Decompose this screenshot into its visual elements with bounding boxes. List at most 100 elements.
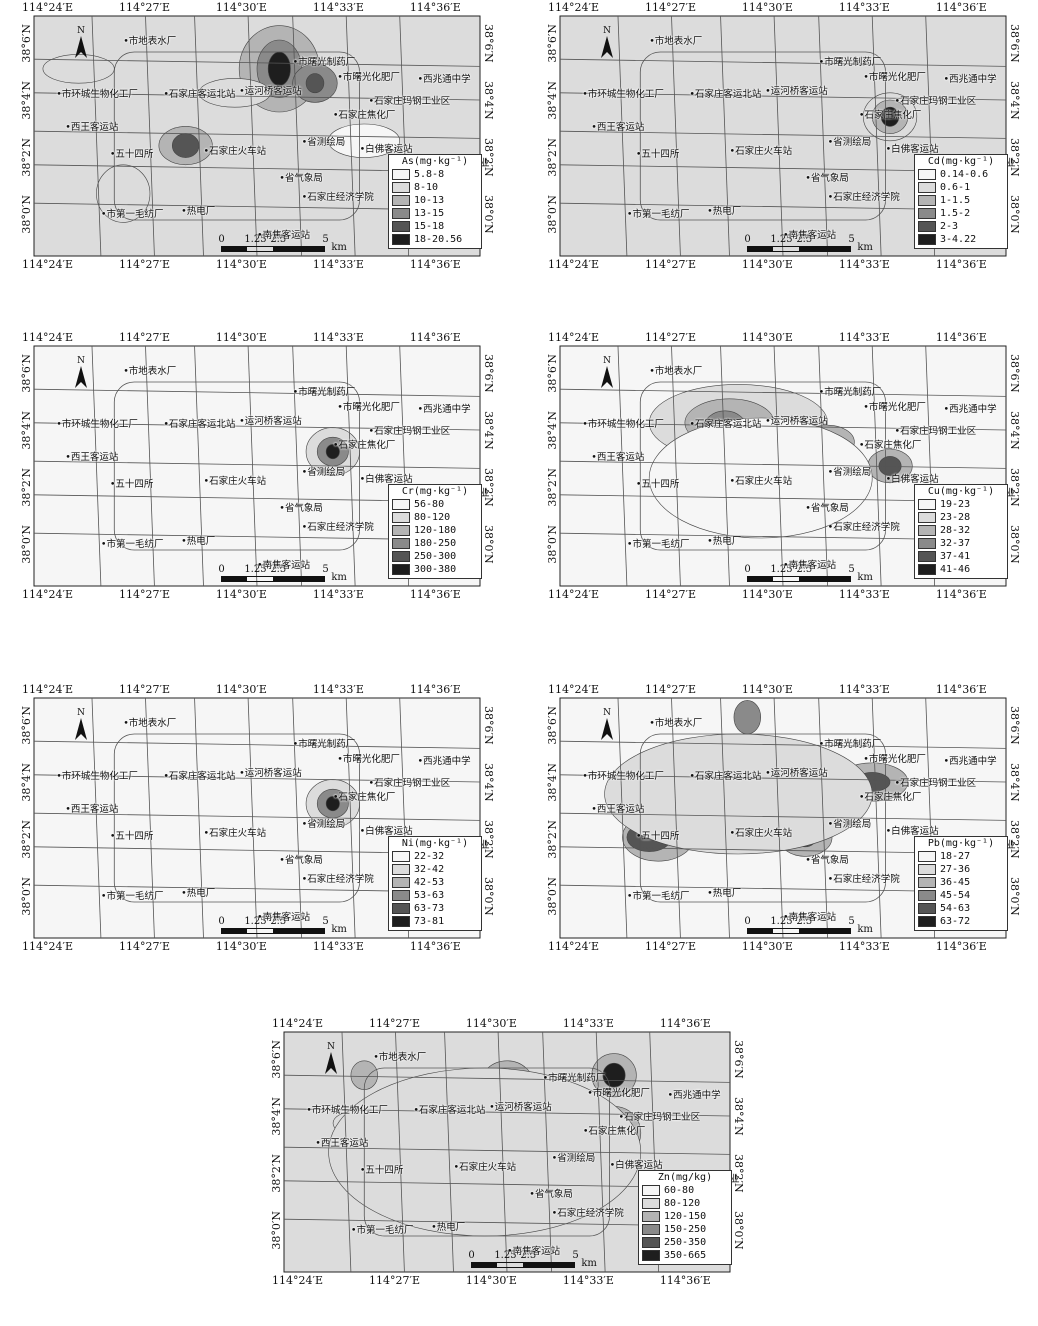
place-label: •南焦客运站 bbox=[257, 912, 311, 924]
longitude-label: 114°24′E bbox=[548, 1, 600, 14]
latitude-label: 38°4′N bbox=[20, 763, 33, 802]
place-label: •白佛客运站 bbox=[359, 143, 413, 155]
latitude-label: 38°0′N bbox=[1008, 877, 1021, 917]
place-label: •石家庄客运北站 bbox=[163, 770, 236, 782]
place-label: •石家庄客运北站 bbox=[689, 770, 762, 782]
longitude-label: 114°24′E bbox=[22, 258, 74, 271]
longitude-label: 114°33′E bbox=[312, 588, 364, 601]
legend-class-label: 180-250 bbox=[414, 538, 457, 549]
longitude-label: 114°33′E bbox=[838, 683, 890, 696]
scale-tick-label: 5 bbox=[848, 234, 855, 245]
latitude-label: 38°4′N bbox=[482, 81, 495, 120]
place-label: •热电厂 bbox=[707, 206, 742, 218]
place-label: •五十四所 bbox=[109, 830, 154, 842]
latitude-label: 38°4′N bbox=[1008, 411, 1021, 450]
scale-tick-label: 2.5 bbox=[270, 916, 287, 927]
legend-class-label: 18-20.56 bbox=[414, 234, 463, 245]
place-label: •石家庄焦化厂 bbox=[858, 110, 922, 122]
latitude-label: 38°0′N bbox=[20, 877, 33, 917]
legend-class-label: 23-28 bbox=[940, 512, 971, 523]
north-arrow-shape bbox=[601, 36, 613, 58]
scale-segment bbox=[273, 928, 326, 934]
place-label: •市曙光化肥厂 bbox=[863, 401, 926, 413]
scale-tick-label: 1.25 bbox=[770, 916, 793, 927]
latitude-label: 38°0′N bbox=[732, 1211, 745, 1251]
place-label: •省测绘局 bbox=[301, 818, 346, 830]
legend-row: 27-36 bbox=[918, 863, 1004, 876]
longitude-label: 114°27′E bbox=[118, 588, 170, 601]
north-arrow-shape bbox=[75, 36, 87, 58]
latitude-label: 38°0′N bbox=[482, 195, 495, 235]
latitude-label: 38°4′N bbox=[732, 1097, 745, 1136]
map-panel-cr: 0 1.25 2.5 5 km N •市地表水厂 •市曙光制药厂 •市曙光化肥厂 •西兆通中学 •市… bbox=[20, 331, 495, 624]
contour-zone bbox=[648, 417, 873, 539]
scale-segment bbox=[747, 576, 774, 582]
place-label: •省测绘局 bbox=[301, 136, 346, 148]
latitude-label: 38°6′N bbox=[546, 24, 559, 63]
place-label: •热电厂 bbox=[707, 888, 742, 900]
place-label: •省测绘局 bbox=[301, 466, 346, 478]
longitude-label: 114°33′E bbox=[562, 1017, 614, 1030]
legend-swatch bbox=[392, 195, 410, 206]
latitude-label: 38°2′N bbox=[1008, 138, 1021, 177]
latitude-label: 38°6′N bbox=[20, 354, 33, 393]
latitude-label: 38°2′N bbox=[20, 468, 33, 507]
place-label: •石家庄客运北站 bbox=[689, 88, 762, 100]
longitude-label: 114°27′E bbox=[644, 331, 696, 344]
place-label: •石家庄客运北站 bbox=[413, 1104, 486, 1116]
legend-swatch bbox=[392, 525, 410, 536]
latitude-label: 38°4′N bbox=[20, 411, 33, 450]
longitude-label: 114°24′E bbox=[22, 331, 74, 344]
place-label: •西王客运站 bbox=[591, 452, 645, 464]
longitude-label: 114°27′E bbox=[368, 1274, 420, 1287]
legend-row: 73-81 bbox=[392, 915, 478, 928]
latitude-label: 38°4′N bbox=[20, 81, 33, 120]
legend-row: 36-45 bbox=[918, 876, 1004, 889]
longitude-label: 114°27′E bbox=[368, 1017, 420, 1030]
north-label: N bbox=[603, 708, 611, 718]
place-label: •石家庄火车站 bbox=[729, 476, 793, 488]
place-label: •省测绘局 bbox=[827, 466, 872, 478]
longitude-label: 114°36′E bbox=[409, 1, 461, 14]
legend-row: 8-10 bbox=[392, 181, 478, 194]
place-label: •五十四所 bbox=[109, 148, 154, 160]
place-label: •省测绘局 bbox=[551, 1152, 596, 1164]
place-label: •市地表水厂 bbox=[649, 35, 703, 47]
scale-segment bbox=[799, 928, 852, 934]
map-panel-ni: 0 1.25 2.5 5 km N •市地表水厂 •市曙光制药厂 •市曙光化肥厂 •西兆通中学 •市… bbox=[20, 683, 495, 976]
place-label: •热电厂 bbox=[181, 206, 216, 218]
legend-class-label: 56-80 bbox=[414, 499, 445, 510]
scale-tick-label: 1.25 bbox=[244, 564, 267, 575]
scale-tick-label: 0 bbox=[468, 1250, 475, 1261]
place-label: •石家庄客运北站 bbox=[163, 88, 236, 100]
scale-tick-label: 5 bbox=[322, 564, 329, 575]
legend-row: 2-3 bbox=[918, 220, 1004, 233]
contour-zone bbox=[96, 164, 151, 223]
place-label: •市曙光制药厂 bbox=[818, 739, 882, 751]
map-panel-as: 0 1.25 2.5 5 km N •市地表水厂 •市曙光制药厂 •市曙光化肥厂 •西兆通中学 •市… bbox=[20, 1, 495, 294]
longitude-label: 114°27′E bbox=[118, 683, 170, 696]
latitude-label: 38°6′N bbox=[1008, 354, 1021, 393]
latitude-label: 38°2′N bbox=[732, 1154, 745, 1193]
latitude-label: 38°6′N bbox=[270, 1040, 283, 1079]
contour-zone bbox=[328, 123, 401, 158]
place-label: •南焦客运站 bbox=[783, 912, 837, 924]
north-arrow-icon: N bbox=[600, 708, 614, 742]
scale-tick-label: 5 bbox=[848, 916, 855, 927]
contour-zone bbox=[305, 73, 325, 94]
legend-swatch bbox=[918, 551, 936, 562]
place-label: •热电厂 bbox=[431, 1222, 466, 1234]
place-label: •市环城生物化工厂 bbox=[582, 88, 664, 100]
legend-class-label: 53-63 bbox=[414, 890, 445, 901]
longitude-label: 114°36′E bbox=[409, 331, 461, 344]
place-label: •石家庄玛钢工业区 bbox=[618, 1111, 701, 1123]
legend-class-label: 63-72 bbox=[940, 916, 971, 927]
scale-segment bbox=[273, 576, 326, 582]
place-label: •石家庄客运北站 bbox=[689, 418, 762, 430]
legend-class-label: 63-73 bbox=[414, 903, 445, 914]
legend-swatch bbox=[918, 851, 936, 862]
place-label: •市地表水厂 bbox=[123, 717, 177, 729]
longitude-label: 114°33′E bbox=[312, 331, 364, 344]
legend-class-label: 45-54 bbox=[940, 890, 971, 901]
legend-row: 28-32 bbox=[918, 524, 1004, 537]
